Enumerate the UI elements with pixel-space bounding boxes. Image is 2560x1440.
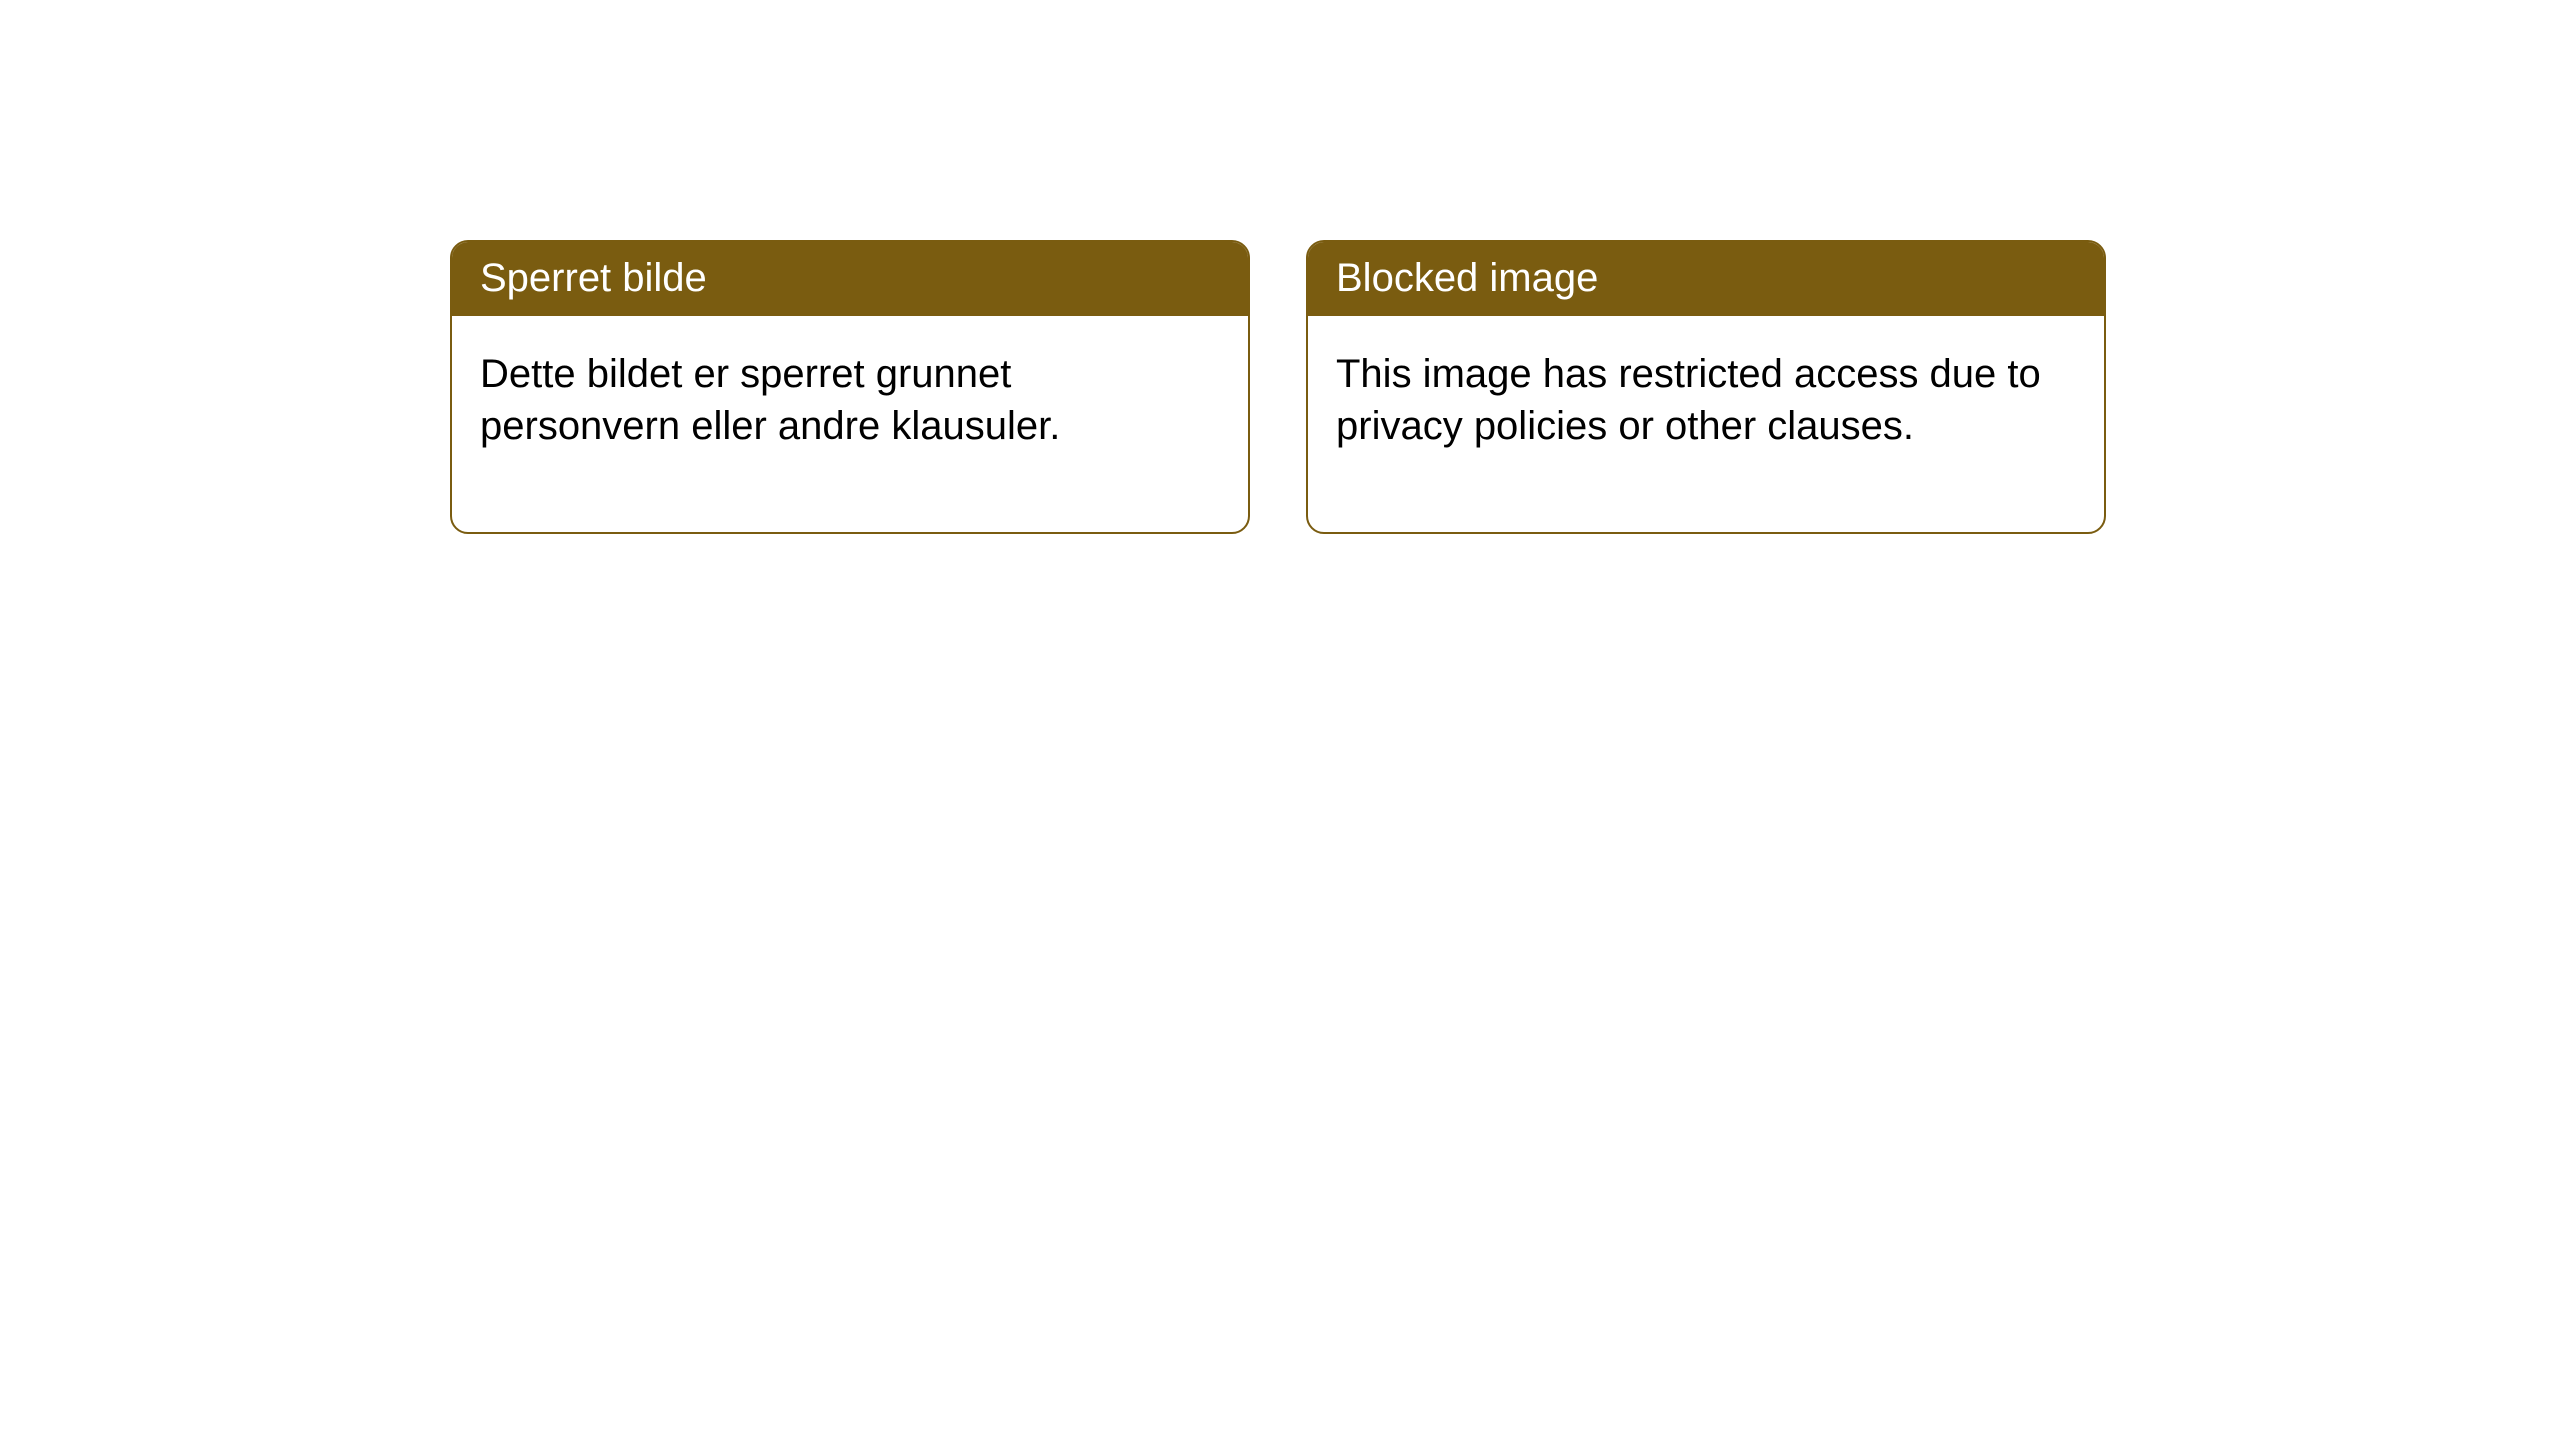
- notice-header: Sperret bilde: [452, 242, 1248, 316]
- notice-body: Dette bildet er sperret grunnet personve…: [452, 316, 1248, 532]
- notice-header: Blocked image: [1308, 242, 2104, 316]
- notice-card-norwegian: Sperret bilde Dette bildet er sperret gr…: [450, 240, 1250, 534]
- notice-card-english: Blocked image This image has restricted …: [1306, 240, 2106, 534]
- notice-body: This image has restricted access due to …: [1308, 316, 2104, 532]
- notice-container: Sperret bilde Dette bildet er sperret gr…: [450, 240, 2106, 534]
